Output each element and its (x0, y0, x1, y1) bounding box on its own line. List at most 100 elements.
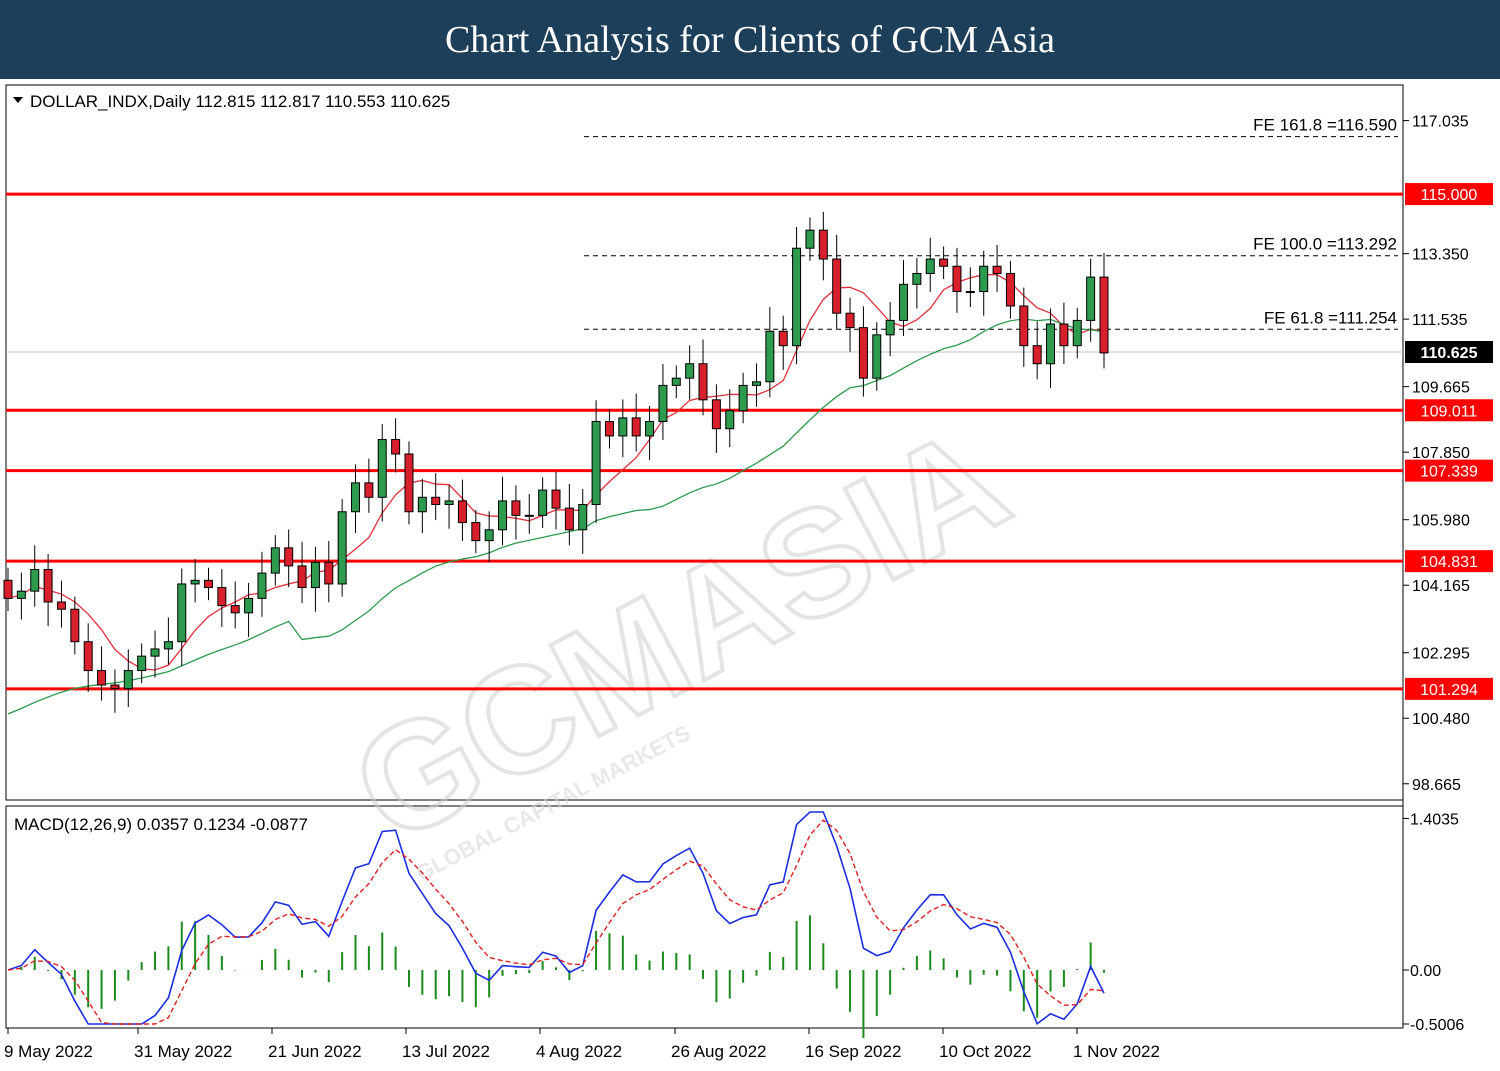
candle-body (551, 489, 561, 509)
candle-body (391, 439, 401, 455)
candle-body (1072, 319, 1082, 347)
candle-body (56, 601, 66, 610)
candle-body (203, 579, 213, 589)
level-label: 104.831 (1420, 554, 1478, 571)
candle-body (284, 547, 294, 567)
ma-slow-line (7, 318, 1105, 715)
candle-body (645, 420, 655, 437)
candle-body (1032, 345, 1042, 365)
candle-body (244, 597, 254, 614)
candle-body (110, 684, 120, 690)
candle-body (1046, 323, 1056, 365)
candle-body (631, 417, 641, 437)
watermark-brand: GCMASIA (328, 394, 1032, 875)
candle-body (564, 507, 574, 531)
candle-body (30, 569, 40, 592)
candle-body (818, 229, 828, 260)
date-tick-label: 9 May 2022 (4, 1042, 93, 1061)
candle-body (270, 547, 280, 574)
candle-body (711, 399, 721, 430)
date-axis: 9 May 2022 31 May 2022 21 Jun 2022 13 Jul 2… (4, 1028, 1160, 1061)
candle-body (885, 319, 895, 336)
symbol-dropdown-icon[interactable] (13, 97, 23, 103)
candle-body (738, 384, 748, 412)
candle-body (832, 258, 842, 314)
candle-body (604, 420, 614, 437)
candle-body (43, 569, 53, 603)
fib-extension-label: FE 100.0 =113.292 (1253, 235, 1397, 254)
level-label-box (1405, 550, 1493, 573)
candle-body (351, 482, 361, 513)
candle-body (471, 522, 481, 542)
candle-body (404, 453, 414, 513)
macd-header: MACD(12,26,9) 0.0357 0.1234 -0.0877 (14, 815, 308, 834)
level-label: 109.011 (1421, 403, 1478, 420)
candle-body (912, 272, 922, 285)
price-tick-label: 111.535 (1412, 312, 1468, 329)
level-label: 107.339 (1420, 464, 1478, 481)
candle-body (83, 641, 93, 672)
macd-tick-label: 0.00 (1410, 963, 1441, 980)
date-tick-label: 10 Oct 2022 (939, 1042, 1032, 1061)
candle-body (97, 670, 107, 686)
candle-body (257, 572, 267, 599)
candle-body (1099, 276, 1109, 354)
price-tick-label: 100.480 (1412, 711, 1470, 728)
candle-body (70, 608, 80, 643)
candle-body (377, 439, 387, 498)
candle-body (417, 496, 427, 513)
candle-body (979, 265, 989, 293)
candle-body (444, 500, 454, 506)
date-tick-label: 26 Aug 2022 (671, 1042, 766, 1061)
candle-body (858, 327, 868, 379)
candle-body (578, 504, 588, 531)
date-tick-label: 16 Sep 2022 (805, 1042, 901, 1061)
candle-body (364, 482, 374, 498)
candle-body (217, 587, 227, 607)
candle-body (765, 330, 775, 383)
date-tick-label: 4 Aug 2022 (536, 1042, 622, 1061)
candle-body (671, 377, 681, 386)
candle-body (310, 561, 320, 589)
date-tick-label: 31 May 2022 (134, 1042, 232, 1061)
candle-body (618, 417, 628, 437)
candle-body (939, 258, 949, 267)
price-tick-label: 109.665 (1412, 380, 1470, 397)
price-tick-label: 105.980 (1412, 513, 1470, 530)
macd-line (7, 811, 1105, 1025)
price-chart: GCMASIA GLOBAL CAPITAL MARKETS DOLLAR_IN… (3, 84, 1493, 1061)
candle-body (137, 655, 147, 672)
date-tick-label: 1 Nov 2022 (1073, 1042, 1160, 1061)
price-tick-label: 104.165 (1412, 578, 1470, 595)
candle-body (337, 511, 347, 585)
candle-body (792, 247, 802, 347)
candles (3, 211, 1109, 713)
macd-plot-frame (5, 805, 1404, 1029)
candle-body (899, 283, 909, 321)
candle-body (230, 605, 240, 614)
level-label: 115.000 (1421, 187, 1478, 204)
candle-body (511, 500, 521, 516)
price-tick-label: 107.850 (1412, 445, 1470, 462)
candle-body (431, 496, 441, 506)
candle-body (845, 312, 855, 329)
price-tick-label: 113.350 (1412, 247, 1469, 264)
macd-tick-label: -0.5006 (1410, 1017, 1464, 1034)
date-tick-label: 13 Jul 2022 (402, 1042, 490, 1061)
candle-body (685, 363, 695, 379)
macd-panel: 1.4035 0.00 -0.5006 (7, 811, 1464, 1039)
candle-body (925, 258, 935, 274)
level-label-box (1405, 399, 1493, 422)
level-label-box (1405, 183, 1493, 206)
fib-lines: FE 161.8 =116.590 FE 100.0 =113.292 FE 61.… (584, 116, 1398, 330)
candle-body (538, 489, 548, 516)
candle-body (805, 229, 815, 249)
candle-body (658, 384, 668, 422)
level-label: 101.294 (1420, 682, 1478, 699)
candle-body (1019, 305, 1029, 347)
level-label-box (1405, 677, 1493, 700)
fib-extension-label: FE 61.8 =111.254 (1264, 308, 1397, 327)
candle-body (778, 330, 788, 347)
candle-body (150, 648, 160, 657)
price-tick-label: 98.665 (1412, 777, 1461, 794)
